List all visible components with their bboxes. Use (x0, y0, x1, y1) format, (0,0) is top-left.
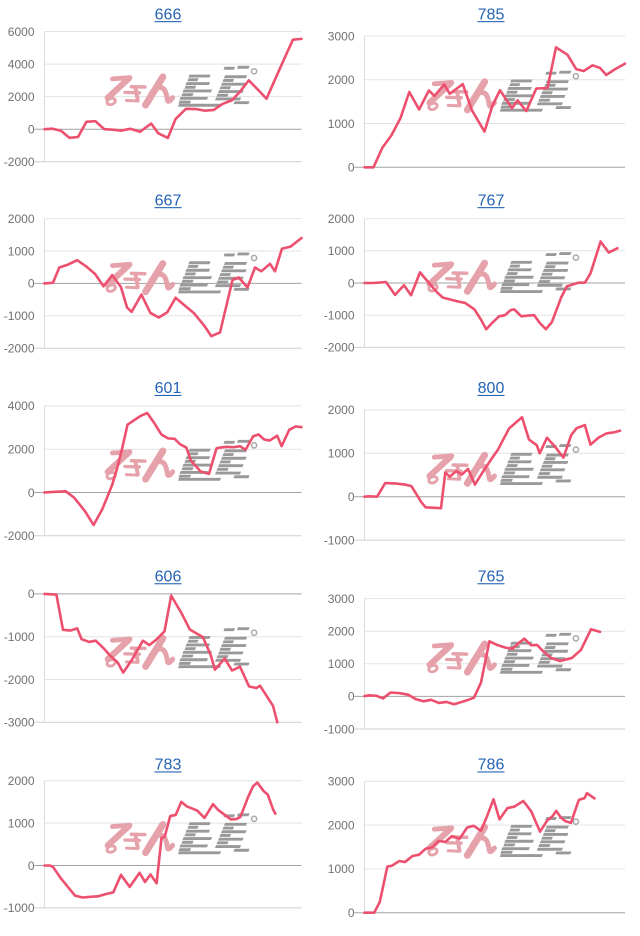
svg-text:3000: 3000 (328, 592, 355, 606)
svg-text:2000: 2000 (328, 212, 355, 226)
svg-text:-1000: -1000 (324, 533, 355, 547)
svg-text:0: 0 (28, 486, 35, 500)
svg-text:765: 765 (478, 569, 505, 586)
svg-text:-3000: -3000 (4, 716, 35, 730)
svg-text:606: 606 (155, 569, 182, 586)
svg-text:0: 0 (28, 587, 35, 601)
svg-text:-1000: -1000 (324, 309, 355, 323)
svg-text:4000: 4000 (8, 57, 35, 71)
svg-text:785: 785 (478, 6, 505, 23)
svg-text:-2000: -2000 (4, 342, 35, 356)
svg-text:3000: 3000 (328, 775, 355, 789)
svg-text:-2000: -2000 (4, 673, 35, 687)
svg-text:0: 0 (28, 859, 35, 873)
svg-text:786: 786 (478, 757, 505, 774)
svg-text:-2000: -2000 (4, 529, 35, 543)
svg-text:2000: 2000 (328, 403, 355, 417)
svg-text:-1000: -1000 (4, 901, 35, 915)
svg-text:-1000: -1000 (4, 630, 35, 644)
svg-text:-2000: -2000 (4, 155, 35, 169)
svg-text:2000: 2000 (328, 73, 355, 87)
svg-text:1000: 1000 (328, 117, 355, 131)
svg-text:0: 0 (28, 277, 35, 291)
svg-text:0: 0 (348, 906, 355, 920)
svg-text:1000: 1000 (8, 244, 35, 258)
svg-text:1000: 1000 (328, 862, 355, 876)
svg-text:783: 783 (155, 757, 182, 774)
svg-text:2000: 2000 (8, 774, 35, 788)
svg-text:0: 0 (348, 276, 355, 290)
svg-text:2000: 2000 (8, 443, 35, 457)
svg-text:0: 0 (348, 161, 355, 175)
svg-text:-1000: -1000 (324, 722, 355, 736)
svg-text:767: 767 (478, 192, 505, 209)
svg-text:2000: 2000 (8, 90, 35, 104)
svg-text:4000: 4000 (8, 399, 35, 413)
svg-text:1000: 1000 (328, 447, 355, 461)
svg-text:2000: 2000 (8, 212, 35, 226)
svg-text:2000: 2000 (328, 818, 355, 832)
svg-text:1000: 1000 (328, 657, 355, 671)
svg-text:-1000: -1000 (4, 309, 35, 323)
svg-text:667: 667 (155, 192, 182, 209)
svg-text:3000: 3000 (328, 29, 355, 43)
svg-text:0: 0 (348, 690, 355, 704)
svg-text:1000: 1000 (8, 816, 35, 830)
svg-text:601: 601 (155, 380, 182, 397)
svg-text:666: 666 (155, 6, 182, 23)
svg-text:1000: 1000 (328, 244, 355, 258)
svg-text:6000: 6000 (8, 25, 35, 39)
svg-text:0: 0 (348, 490, 355, 504)
svg-text:2000: 2000 (328, 625, 355, 639)
svg-text:0: 0 (28, 123, 35, 137)
svg-text:-2000: -2000 (324, 341, 355, 355)
svg-text:800: 800 (478, 380, 505, 397)
